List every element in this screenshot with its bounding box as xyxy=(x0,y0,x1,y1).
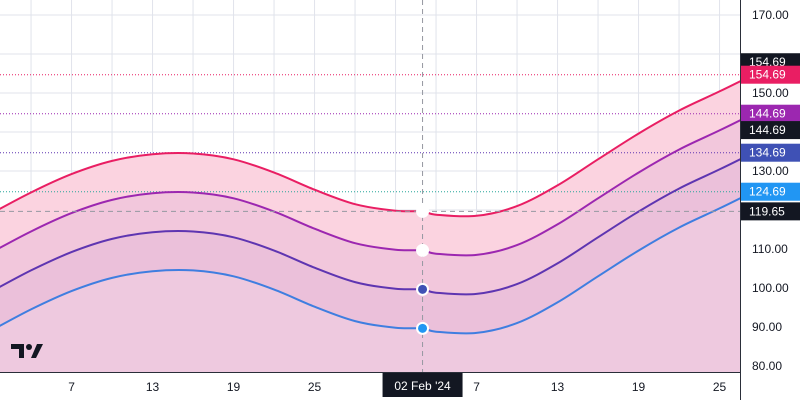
plot-area xyxy=(0,0,740,372)
y-tick-label: 130.00 xyxy=(752,164,789,178)
series-badge-3-label: 134.69 xyxy=(749,146,786,160)
crosshair-price-badge-bg xyxy=(741,202,800,221)
series-area-4 xyxy=(0,198,740,372)
crosshair-marker-2 xyxy=(416,243,430,257)
x-tick-label: 7 xyxy=(68,380,75,394)
y-tick-label: 110.00 xyxy=(752,242,788,256)
crosshair-price-badge-label: 119.65 xyxy=(749,204,785,218)
series-line-2 xyxy=(0,119,740,257)
y-tick-label: 150.00 xyxy=(752,86,789,100)
series-badge-2-label: 144.69 xyxy=(749,107,786,121)
series-badge-2-bg xyxy=(741,104,800,123)
series-line-1 xyxy=(0,80,740,218)
x-tick-label: 13 xyxy=(146,380,160,394)
series-badge-1-label: 154.69 xyxy=(749,68,786,82)
crosshair-marker-3 xyxy=(416,282,430,296)
series-badge-4-label: 124.69 xyxy=(749,185,786,199)
price-line-badge-2-label: 144.69 xyxy=(749,123,786,137)
crosshair-date-badge-bg xyxy=(382,373,463,397)
x-tick-label: 25 xyxy=(308,380,322,394)
price-line-badge-2-bg xyxy=(741,121,800,140)
x-tick-label: 13 xyxy=(551,380,565,394)
y-tick-label: 170.00 xyxy=(752,8,789,22)
crosshair-date-label: 02 Feb '24 xyxy=(394,379,451,393)
y-tick-label: 90.00 xyxy=(752,320,782,334)
crosshair-marker-4 xyxy=(416,321,430,335)
series-badge-3-bg xyxy=(741,143,800,162)
series-badge-1-bg xyxy=(741,65,800,84)
crosshair-marker-1 xyxy=(416,204,430,218)
x-tick-label: 25 xyxy=(713,380,727,394)
y-tick-label: 100.00 xyxy=(752,281,789,295)
series-line-4 xyxy=(0,197,740,335)
y-tick-label: 80.00 xyxy=(752,359,782,373)
series-line-3 xyxy=(0,158,740,296)
tradingview-logo[interactable] xyxy=(11,344,43,358)
x-tick-label: 19 xyxy=(227,380,241,394)
x-tick-label: 7 xyxy=(473,380,480,394)
series-badge-4-bg xyxy=(741,182,800,201)
x-tick-label: 19 xyxy=(632,380,646,394)
